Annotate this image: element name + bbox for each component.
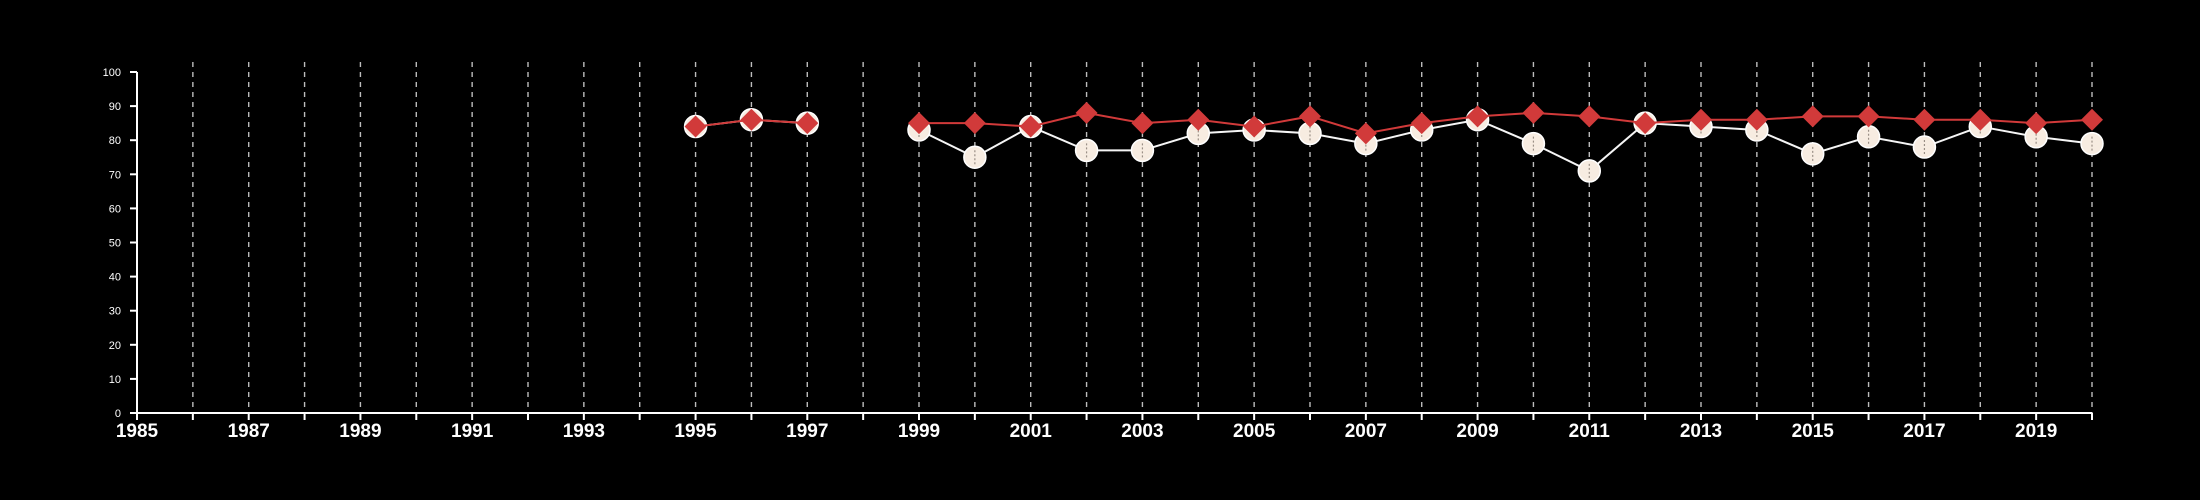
data-point-diamond (740, 108, 763, 131)
y-tick-label: 40 (109, 272, 121, 284)
data-point-diamond (1801, 105, 1824, 128)
data-point-diamond (1131, 112, 1154, 135)
y-tick-label: 10 (109, 374, 121, 386)
data-point-diamond (908, 112, 930, 135)
y-tick-label: 0 (115, 408, 121, 420)
data-point-diamond (1354, 122, 1377, 145)
data-point-circle (1912, 135, 1937, 159)
y-tick-label: 20 (109, 340, 121, 352)
x-tick-label: 1985 (116, 421, 159, 442)
y-tick-label: 70 (109, 169, 121, 181)
y-tick-label: 90 (109, 101, 121, 113)
data-point-circle (1521, 131, 1546, 156)
y-tick-label: 50 (109, 238, 121, 250)
series-line (919, 111, 2093, 135)
data-point-circle (1800, 142, 1825, 166)
x-tick-label: 1991 (451, 421, 494, 442)
data-point-diamond (1466, 105, 1489, 128)
series-line (918, 118, 2093, 173)
x-tick-label: 2017 (1903, 421, 1945, 442)
data-point-circle (2080, 131, 2104, 156)
data-point-diamond (1745, 108, 1768, 131)
series-circle (683, 107, 2104, 183)
x-tick-label: 1995 (674, 421, 717, 442)
data-point-diamond (684, 115, 707, 138)
x-tick-label: 2009 (1456, 421, 1498, 442)
data-point-diamond (2081, 108, 2103, 131)
x-tick-label: 1989 (339, 421, 381, 442)
series-diamond (684, 101, 2103, 145)
data-point-diamond (796, 112, 819, 135)
x-tick-label: 2005 (1233, 421, 1276, 442)
y-tick-label: 80 (109, 135, 121, 147)
x-tick-label: 2011 (1569, 421, 1611, 442)
data-point-diamond (1187, 108, 1210, 131)
x-tick-label: 2001 (1010, 421, 1053, 442)
data-point-diamond (2025, 112, 2048, 135)
data-point-diamond (1913, 108, 1936, 131)
x-tick-label: 2013 (1680, 421, 1722, 442)
data-point-diamond (1019, 115, 1042, 138)
x-tick-label: 2003 (1121, 421, 1163, 442)
data-point-circle (1074, 138, 1099, 163)
grid-layer (192, 62, 2093, 413)
data-point-diamond (1969, 108, 1992, 131)
series-layer (683, 101, 2104, 183)
y-tick-label: 60 (109, 203, 121, 215)
x-tick-label: 2007 (1345, 421, 1387, 442)
axis-layer: 1985 1987 1989 1991 1993 1995 1997 1999 2001 2003… (103, 67, 2093, 442)
data-point-diamond (1075, 101, 1098, 124)
data-point-diamond (1690, 108, 1712, 131)
x-tick-label: 1999 (898, 421, 940, 442)
x-tick-label: 2019 (2015, 421, 2057, 442)
y-tick-label: 30 (109, 306, 121, 318)
data-point-diamond (1578, 105, 1601, 128)
x-tick-label: 1987 (228, 421, 270, 442)
data-point-circle (963, 145, 987, 169)
x-tick-label: 1997 (786, 421, 828, 442)
data-point-diamond (1299, 105, 1321, 128)
y-tick-label: 100 (103, 67, 121, 79)
x-tick-label: 2015 (1792, 421, 1835, 442)
data-point-diamond (1410, 112, 1433, 135)
data-point-diamond (1634, 112, 1657, 135)
data-point-diamond (1243, 115, 1266, 138)
data-point-diamond (1522, 101, 1545, 124)
data-point-circle (1577, 159, 1602, 183)
data-point-circle (1130, 138, 1155, 163)
x-tick-label: 1993 (563, 421, 605, 442)
data-point-diamond (963, 112, 986, 135)
data-point-circle (1856, 125, 1881, 149)
data-point-diamond (1857, 105, 1880, 128)
